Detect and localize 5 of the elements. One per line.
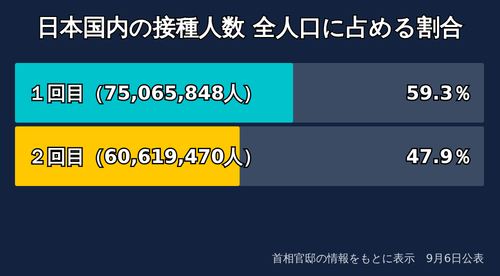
data-label: 59.3％ xyxy=(406,82,472,105)
y-tick-label: １回目（75,065,848人） xyxy=(28,82,262,105)
text: 首相官邸の情報をもとに表示 9月6日公表 xyxy=(272,252,484,265)
chart-title: 日本国内の接種人数 全人口に占める割合 xyxy=(36,15,464,41)
data-label: 47.9％ xyxy=(406,146,472,168)
